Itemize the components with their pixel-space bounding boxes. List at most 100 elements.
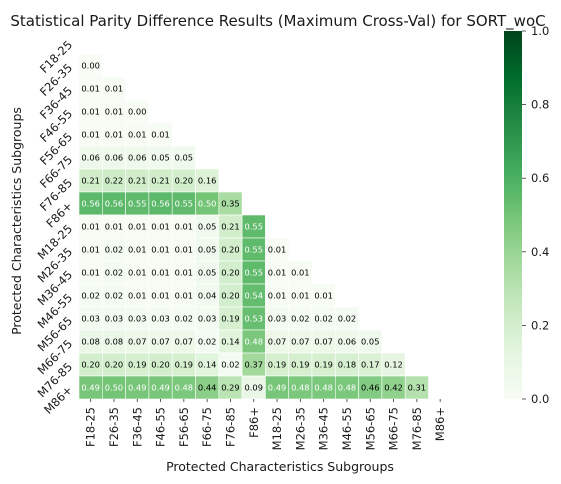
cell-value-label: 0.03 [128, 314, 146, 324]
cell-value-label: 0.55 [245, 222, 263, 232]
x-tick-labels: F18-25 F26-35 F36-45 F46-55 F56-65 F66-75 F76-… [84, 399, 447, 450]
x-tick-label: M66-75 [387, 407, 401, 450]
x-tick-label: F18-25 [84, 407, 98, 447]
cell-value-label: 0.01 [175, 245, 193, 255]
cell-value-label: 0.50 [105, 383, 123, 393]
chart-title: Statistical Parity Difference Results (M… [10, 12, 545, 31]
cell-value-label: 0.20 [105, 360, 123, 370]
cell-value-label: 0.53 [245, 314, 263, 324]
cell-value-label: 0.01 [128, 245, 146, 255]
x-tick-label: M76-85 [410, 407, 424, 450]
y-tick-labels: F18-25F26-35F36-45F46-55F56-65F66-75F76-… [35, 38, 76, 417]
cell-value-label: 0.01 [105, 222, 123, 232]
cell-value-label: 0.03 [105, 314, 123, 324]
cell-value-label: 0.05 [175, 153, 193, 163]
colorbar-tick-label: 0.8 [531, 98, 549, 112]
cell-value-label: 0.20 [221, 268, 239, 278]
cell-value-label: 0.02 [291, 314, 309, 324]
cell-value-label: 0.07 [291, 337, 309, 347]
cell-value-label: 0.01 [175, 291, 193, 301]
cell-value-label: 0.02 [198, 337, 216, 347]
cell-value-label: 0.21 [128, 176, 146, 186]
colorbar-tick-label: 0.6 [531, 171, 549, 185]
cell-value-label: 0.06 [105, 153, 123, 163]
cell-value-label: 0.02 [105, 245, 123, 255]
cell-value-label: 0.22 [105, 176, 123, 186]
cell-value-label: 0.01 [175, 268, 193, 278]
cell-value-label: 0.29 [221, 383, 239, 393]
heatmap-cells: 0.00 0.01 0.01 0.01 0.01 0.00 0.01 0.01 0.01 0.01… [78, 53, 429, 400]
cell-value-label: 0.02 [338, 314, 356, 324]
cell-value-label: 0.48 [314, 383, 332, 393]
cell-value-label: 0.46 [361, 383, 379, 393]
cell-value-label: 0.01 [151, 245, 169, 255]
cell-value-label: 0.55 [245, 245, 263, 255]
cell-value-label: 0.02 [105, 291, 123, 301]
cell-value-label: 0.05 [361, 337, 379, 347]
cell-value-label: 0.01 [268, 268, 286, 278]
cell-value-label: 0.20 [221, 245, 239, 255]
cell-value-label: 0.49 [128, 383, 146, 393]
cell-value-label: 0.50 [198, 199, 216, 209]
cell-value-label: 0.01 [81, 268, 99, 278]
cell-value-label: 0.01 [268, 245, 286, 255]
x-tick-label: F56-65 [177, 407, 191, 447]
cell-value-label: 0.05 [198, 268, 216, 278]
cell-value-label: 0.02 [314, 314, 332, 324]
x-tick-label: M46-55 [340, 407, 354, 450]
cell-value-label: 0.04 [198, 291, 216, 301]
cell-value-label: 0.14 [221, 337, 239, 347]
cell-value-label: 0.02 [81, 291, 99, 301]
cell-value-label: 0.06 [81, 153, 99, 163]
cell-value-label: 0.19 [291, 360, 309, 370]
cell-value-label: 0.01 [175, 222, 193, 232]
cell-value-label: 0.01 [151, 222, 169, 232]
cell-value-label: 0.01 [105, 107, 123, 117]
cell-value-label: 0.37 [245, 360, 263, 370]
cell-value-label: 0.44 [198, 383, 216, 393]
cell-value-label: 0.19 [268, 360, 286, 370]
cell-value-label: 0.01 [128, 130, 146, 140]
cell-value-label: 0.19 [175, 360, 193, 370]
cell-value-label: 0.49 [151, 383, 169, 393]
x-tick-label: F76-85 [223, 407, 237, 447]
x-tick-label: M18-25 [270, 407, 284, 450]
cell-value-label: 0.31 [408, 383, 426, 393]
cell-value-label: 0.01 [81, 245, 99, 255]
cell-value-label: 0.20 [81, 360, 99, 370]
cell-value-label: 0.07 [128, 337, 146, 347]
y-axis-label: Protected Characteristics Subgroups [9, 107, 24, 335]
cell-value-label: 0.18 [338, 360, 356, 370]
cell-value-label: 0.01 [81, 107, 99, 117]
colorbar-tick-labels: 0.0 0.2 0.4 0.6 0.8 1.0 [522, 24, 549, 406]
cell-value-label: 0.55 [175, 199, 193, 209]
cell-value-label: 0.01 [291, 291, 309, 301]
cell-value-label: 0.21 [221, 222, 239, 232]
cell-value-label: 0.06 [128, 153, 146, 163]
cell-value-label: 0.05 [198, 245, 216, 255]
cell-value-label: 0.49 [81, 383, 99, 393]
cell-value-label: 0.01 [151, 291, 169, 301]
cell-value-label: 0.35 [221, 199, 239, 209]
cell-value-label: 0.01 [105, 84, 123, 94]
cell-value-label: 0.55 [245, 268, 263, 278]
cell-value-label: 0.56 [81, 199, 99, 209]
cell-value-label: 0.03 [81, 314, 99, 324]
cell-value-label: 0.17 [361, 360, 379, 370]
cell-value-label: 0.08 [81, 337, 99, 347]
cell-value-label: 0.01 [151, 268, 169, 278]
cell-value-label: 0.01 [81, 130, 99, 140]
cell-value-label: 0.03 [198, 314, 216, 324]
cell-value-label: 0.01 [291, 268, 309, 278]
cell-value-label: 0.01 [105, 130, 123, 140]
cell-value-label: 0.03 [268, 314, 286, 324]
cell-value-label: 0.01 [314, 291, 332, 301]
cell-value-label: 0.21 [81, 176, 99, 186]
cell-value-label: 0.01 [268, 291, 286, 301]
colorbar-tick-label: 0.2 [531, 318, 549, 332]
cell-value-label: 0.00 [81, 61, 99, 71]
x-tick-label: F86+ [247, 407, 261, 438]
cell-value-label: 0.01 [128, 291, 146, 301]
x-axis-label: Protected Characteristics Subgroups [166, 459, 394, 474]
cell-value-label: 0.07 [314, 337, 332, 347]
